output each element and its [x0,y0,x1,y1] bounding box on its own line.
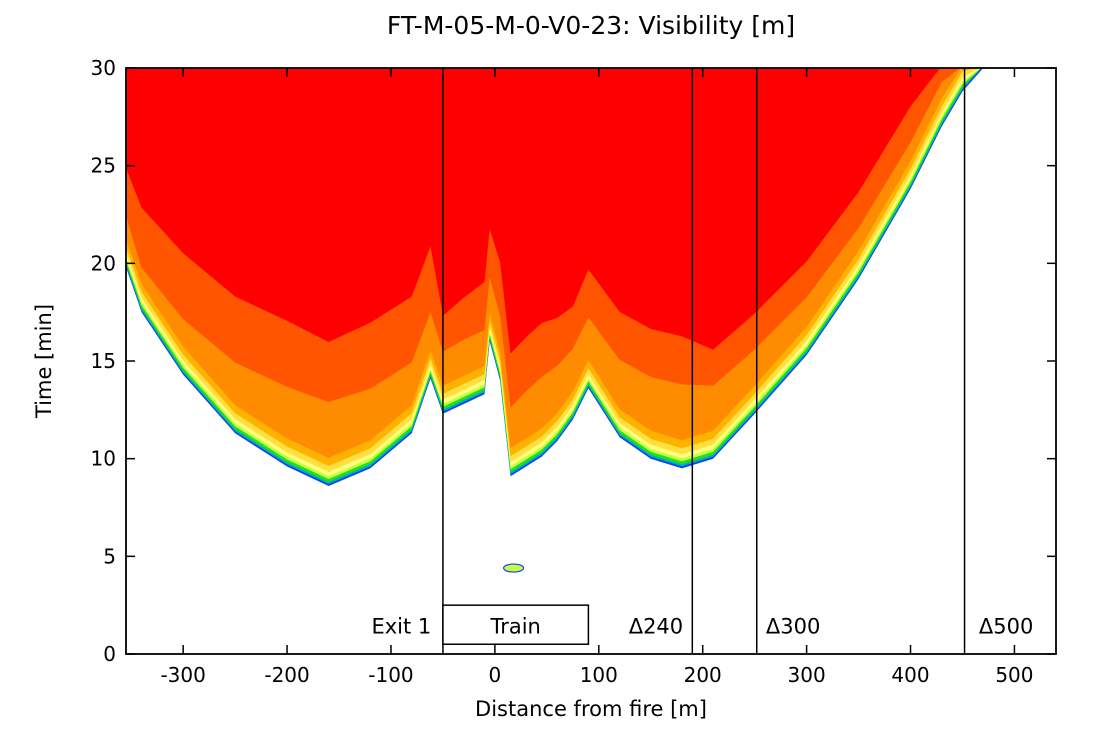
isolated-spot [502,563,525,573]
y-axis-label: Time [min] [32,304,56,419]
x-tick-label: -100 [368,663,413,687]
annotation-label: Δ500 [979,615,1033,639]
y-tick-label: 0 [103,642,116,666]
y-tick-label: 30 [91,56,116,80]
y-tick-label: 25 [91,154,116,178]
x-axis-label: Distance from fire [m] [475,697,707,721]
y-tick-label: 20 [91,251,116,275]
x-tick-label: 400 [891,663,929,687]
x-tick-label: 500 [995,663,1033,687]
annotation-label: Δ240 [629,615,683,639]
plot-area: Exit 1 Train Δ240 Δ300 Δ500 [126,68,1033,654]
chart-title: FT-M-05-M-0-V0-23: Visibility [m] [387,11,795,40]
x-tick-label: 200 [684,663,722,687]
x-tick-label: 100 [580,663,618,687]
x-tick-label: -300 [160,663,205,687]
annotation-label: Δ300 [766,615,820,639]
band-level-10 [126,68,941,354]
x-tick-label: -200 [264,663,309,687]
y-tick-label: 15 [91,349,116,373]
x-tick-label: 0 [489,663,502,687]
y-tick-label: 10 [91,447,116,471]
x-tick-label: 300 [788,663,826,687]
y-tick-label: 5 [103,544,116,568]
train-box [442,604,590,645]
axes: -300 -200 -100 0 100 200 300 400 500 0 5 10 15 20 25 30 [91,56,1057,687]
annotation-label: Exit 1 [371,615,431,639]
annotation-label: Train [489,615,540,639]
contour-layers [126,68,984,573]
